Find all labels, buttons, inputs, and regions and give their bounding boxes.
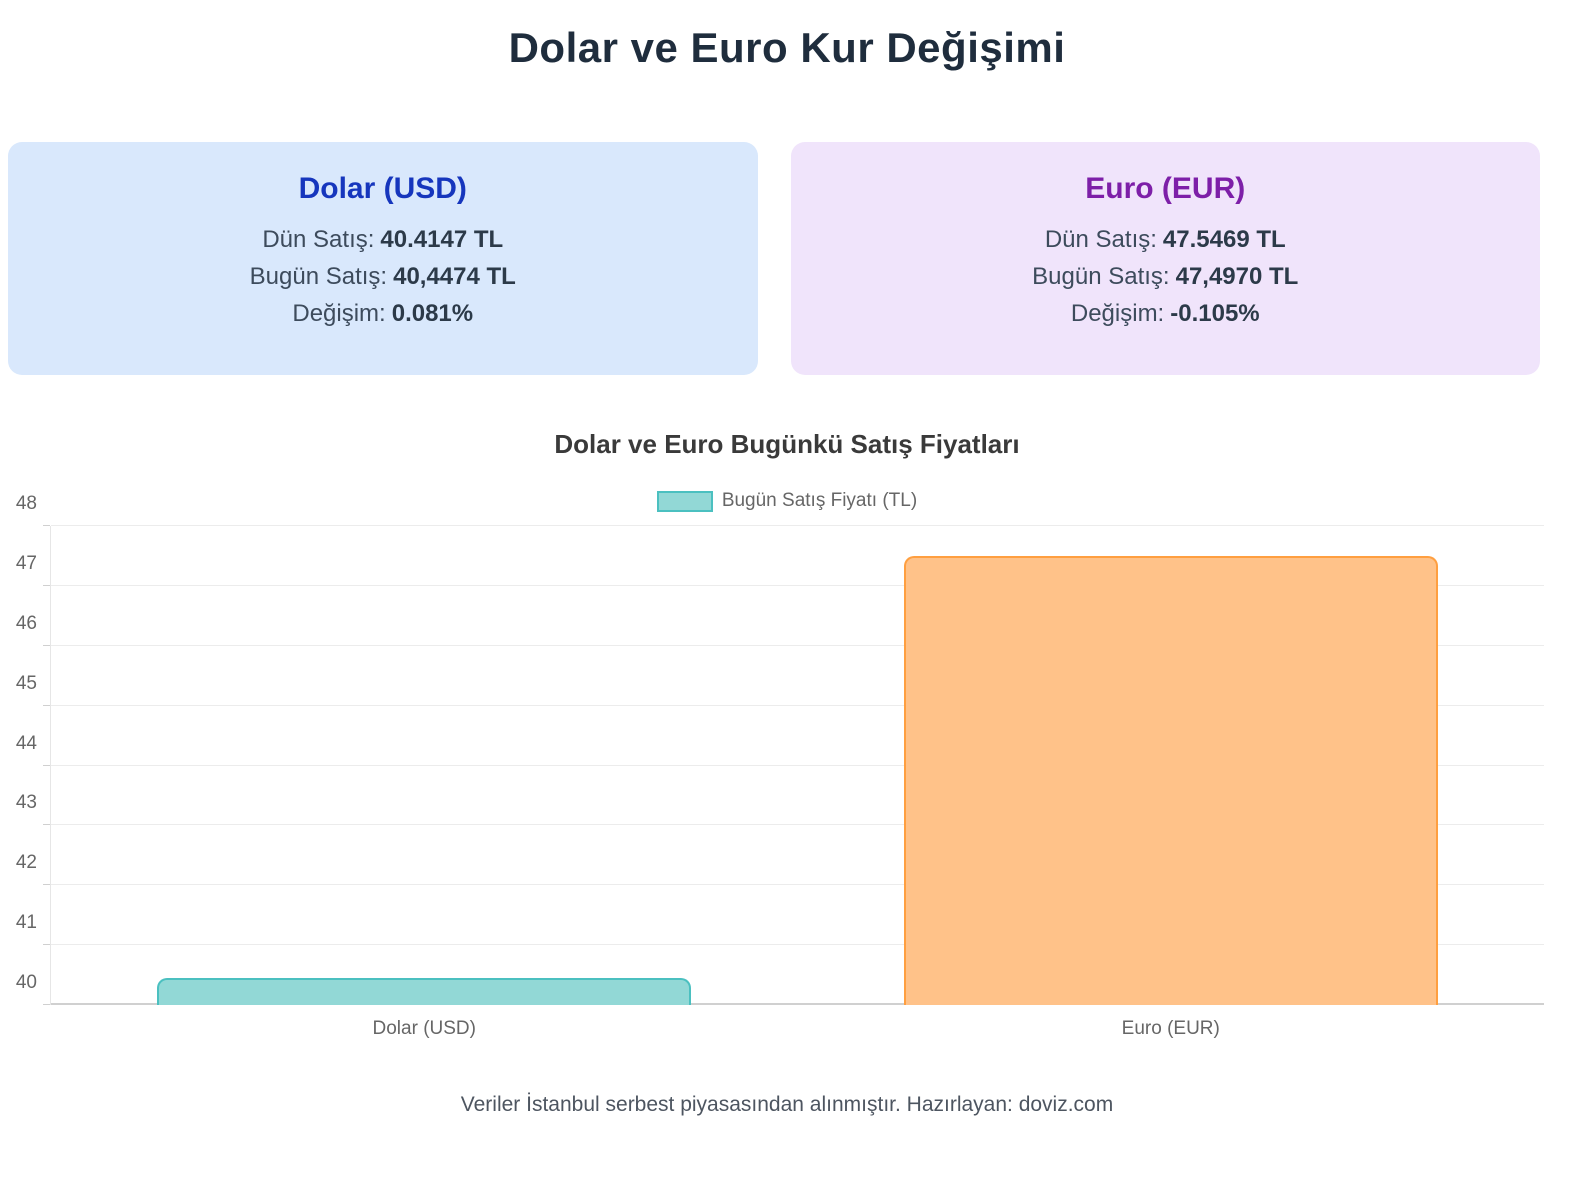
gridline [51,944,1544,946]
y-tick-label: 41 [15,912,37,934]
legend-label: Bugün Satış Fiyatı (TL) [721,490,918,511]
gridline [51,584,1544,586]
y-tick-mark [43,584,50,586]
gridline [51,704,1544,706]
page-title: Dolar ve Euro Kur Değişimi [508,24,1066,71]
chart-legend-item[interactable]: Bugün Satış Fiyatı (TL) [0,490,1574,512]
y-tick-mark [43,764,50,766]
x-axis-baseline [51,1003,1544,1005]
footer-note: Veriler İstanbul serbest piyasasından al… [460,1093,1114,1116]
gridline [51,764,1544,766]
y-tick-label: 44 [15,732,37,754]
page: Dolar ve Euro Kur Değişimi Dolar (USD) D… [0,24,1574,1198]
eur-yesterday-value: 47.5469 TL [1162,226,1286,253]
gridline [51,884,1544,886]
eur-change-value: -0.105% [1170,300,1260,327]
eur-today-value: 47,4970 TL [1175,263,1299,290]
usd-today-value: 40,4474 TL [393,263,516,290]
usd-yesterday-row: Dün Satış: 40.4147 TL [28,226,738,254]
usd-card: Dolar (USD) Dün Satış: 40.4147 TL Bugün S… [8,142,758,375]
y-tick-label: 43 [15,792,37,814]
gridline [51,644,1544,646]
eur-today-row: Bugün Satış: 47,4970 TL [811,263,1521,291]
usd-today-label: Bugün Satış: [249,263,388,290]
y-tick-mark [43,1004,50,1005]
usd-yesterday-value: 40.4147 TL [380,226,504,253]
eur-today-label: Bugün Satış: [1032,263,1170,290]
gridline [51,525,1544,526]
usd-card-title: Dolar (USD) [298,172,467,205]
usd-change-row: Değişim: 0.081% [28,300,738,328]
bar-euro-eur[interactable] [903,556,1438,1005]
x-tick-label: Euro (EUR) [1121,1018,1220,1039]
currency-cards: Dolar (USD) Dün Satış: 40.4147 TL Bugün S… [8,142,1540,375]
y-tick-label: 47 [15,552,37,574]
y-tick-mark [43,824,50,826]
plot-area: 40 41 42 43 44 45 46 47 48 Dolar (USD) Euro (EUR) [16,493,1544,1039]
eur-change-row: Değişim: -0.105% [811,300,1521,328]
bar-dolar-usd[interactable] [157,978,692,1005]
y-tick-mark [43,884,50,886]
legend-swatch [656,490,713,512]
eur-yesterday-row: Dün Satış: 47.5469 TL [811,226,1521,254]
y-tick-label: 46 [15,612,37,634]
y-tick-mark [43,944,50,946]
y-tick-mark [43,525,50,526]
x-tick-label: Dolar (USD) [372,1018,476,1039]
y-tick-mark [43,704,50,706]
y-tick-label: 42 [15,852,37,874]
chart-title: Dolar ve Euro Bugünkü Satış Fiyatları [554,429,1020,459]
eur-card: Euro (EUR) Dün Satış: 47.5469 TL Bugün Sa… [790,142,1540,375]
y-tick-label: 45 [15,672,37,694]
eur-change-label: Değişim: [1070,300,1165,327]
y-tick-label: 48 [15,493,37,514]
gridline [51,824,1544,826]
eur-yesterday-label: Dün Satış: [1044,226,1157,253]
y-tick-mark [43,644,50,646]
usd-change-value: 0.081% [391,300,474,327]
y-tick-label: 40 [15,972,37,993]
usd-yesterday-label: Dün Satış: [262,226,375,253]
eur-card-title: Euro (EUR) [1085,172,1246,205]
usd-change-label: Değişim: [292,300,386,327]
chart-section: Dolar ve Euro Bugünkü Satış Fiyatları Bu… [0,429,1574,1039]
usd-today-row: Bugün Satış: 40,4474 TL [28,263,738,291]
